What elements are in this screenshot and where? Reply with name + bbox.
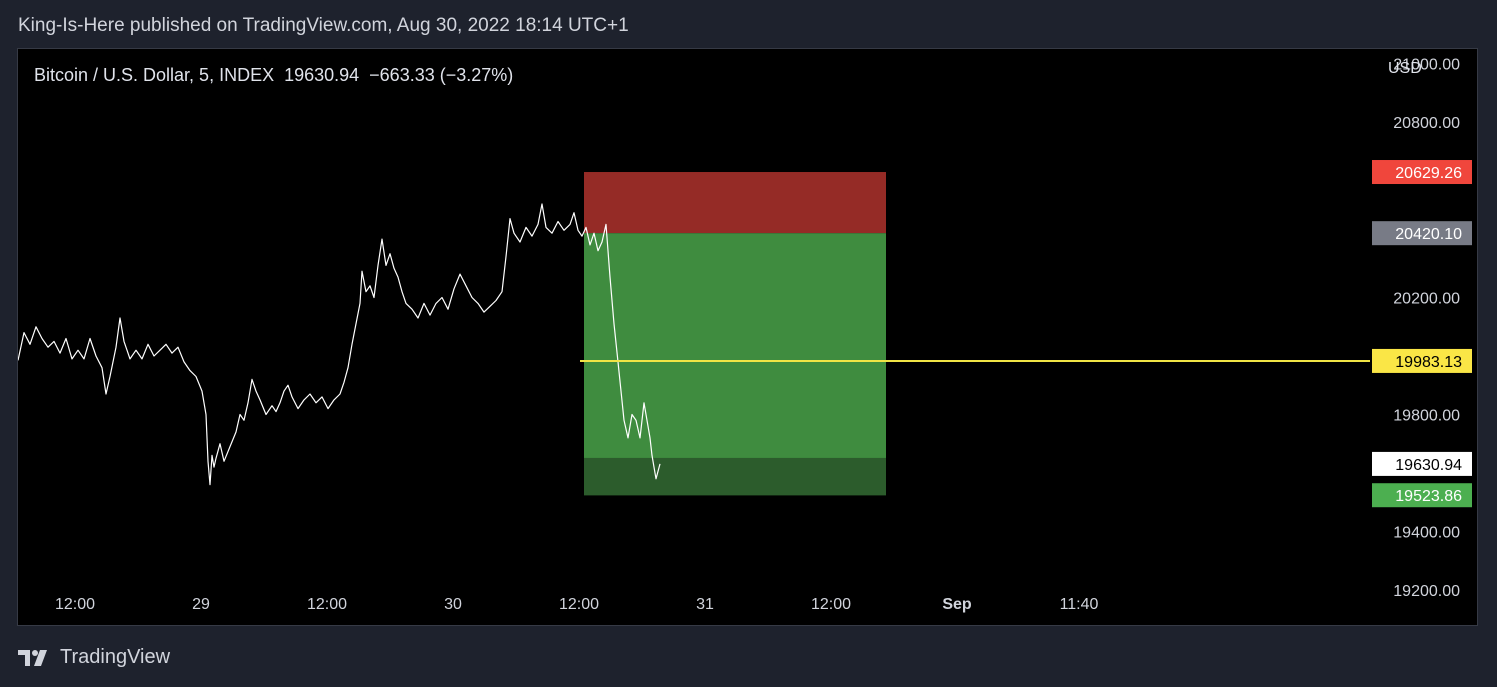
price-label-target-bg <box>1372 483 1472 508</box>
x-tick-label: 12:00 <box>811 596 851 613</box>
price-label-entry-bg <box>1372 221 1472 246</box>
x-tick-label: 12:00 <box>55 596 95 613</box>
y-tick-label: 20800.00 <box>1393 115 1460 132</box>
y-tick-label: 19200.00 <box>1393 583 1460 600</box>
price-series-line <box>18 203 661 486</box>
x-tick-label: 12:00 <box>559 596 599 613</box>
price-chart[interactable]: 21000.00 20800.00 20200.00 19800.00 19400.00… <box>18 49 1477 625</box>
x-tick-label: 11:40 <box>1060 596 1099 613</box>
publish-header: King-Is-Here published on TradingView.co… <box>18 15 629 36</box>
price-label-last-bg <box>1372 451 1472 476</box>
price-label-level: 19983.13 <box>1395 354 1462 371</box>
take-profit-zone[interactable] <box>584 233 886 496</box>
price-label-level-bg <box>1372 348 1472 373</box>
x-tick-label: 29 <box>192 596 210 613</box>
x-tick-label: Sep <box>942 596 972 613</box>
currency-label[interactable]: USD <box>1388 60 1422 77</box>
y-tick-label: 19400.00 <box>1393 524 1460 541</box>
x-tick-label: 12:00 <box>307 596 347 613</box>
price-label-stop: 20629.26 <box>1395 165 1462 182</box>
y-tick-label: 21000.00 <box>1393 57 1460 74</box>
chart-panel[interactable]: 21000.00 20800.00 20200.00 19800.00 19400.00… <box>17 48 1478 626</box>
symbol-title: Bitcoin / U.S. Dollar, 5, INDEX 19630.94… <box>34 65 514 85</box>
price-label-target: 19523.86 <box>1395 488 1462 505</box>
price-label-last: 19630.94 <box>1395 457 1462 474</box>
stop-loss-zone[interactable] <box>584 172 886 234</box>
x-tick-label: 31 <box>696 596 714 613</box>
price-label-stop-bg <box>1372 160 1472 185</box>
brand-name: TradingView <box>60 646 171 668</box>
y-tick-label: 20200.00 <box>1393 291 1460 308</box>
filled-profit-band <box>584 457 886 496</box>
footer-brand[interactable]: TradingView <box>18 646 170 669</box>
y-tick-label: 19800.00 <box>1393 407 1460 424</box>
tradingview-logo-icon <box>18 649 47 666</box>
x-tick-label: 30 <box>444 596 462 613</box>
price-label-entry: 20420.10 <box>1395 226 1462 243</box>
